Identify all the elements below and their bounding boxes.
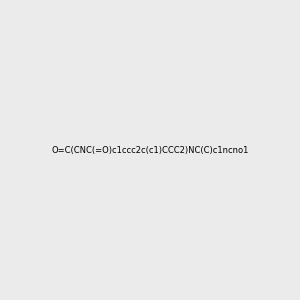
Text: O=C(CNC(=O)c1ccc2c(c1)CCC2)NC(C)c1ncno1: O=C(CNC(=O)c1ccc2c(c1)CCC2)NC(C)c1ncno1 — [51, 146, 249, 154]
